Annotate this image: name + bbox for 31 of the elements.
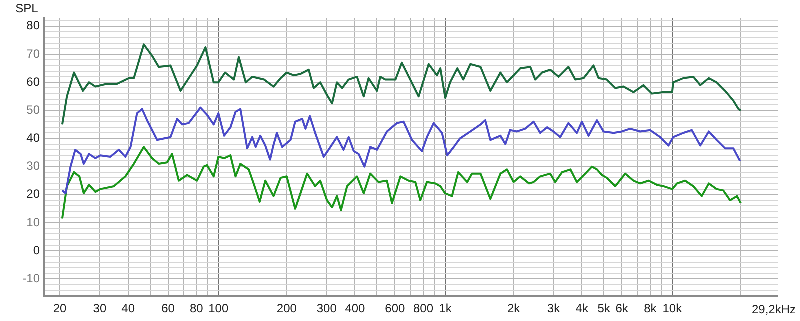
y-tick-label: 70	[26, 46, 40, 61]
x-tick-label: 80	[190, 302, 204, 316]
x-tick-label: 40	[122, 302, 136, 316]
x-tick-label: 30	[93, 302, 107, 316]
x-tick-label: 3k	[547, 302, 562, 316]
y-tick-label: -10	[22, 271, 40, 286]
x-tick-label: 100	[208, 302, 229, 316]
x-tick-label: 8k	[644, 302, 658, 316]
x-tick-label: 1k	[439, 302, 453, 316]
y-axis-title: SPL	[16, 1, 39, 16]
x-tick-label: 4k	[576, 302, 590, 316]
x-tick-label: 300	[316, 302, 338, 316]
x-tick-label: 600	[385, 302, 406, 316]
x-tick-label: 20	[53, 302, 68, 316]
x-tick-label: 5k	[598, 302, 612, 316]
x-tick-label: 2k	[507, 302, 522, 316]
x-axis-title: 29,2kHz	[752, 302, 796, 316]
x-tick-label: 400	[345, 302, 366, 316]
y-tick-label: 30	[26, 159, 40, 174]
y-tick-label: 0	[33, 243, 40, 258]
y-tick-label: 60	[26, 74, 40, 89]
y-tick-label: 20	[26, 187, 40, 202]
x-tick-label: 800	[414, 302, 434, 316]
x-tick-label: 6k	[616, 302, 630, 316]
x-tick-label: 60	[162, 302, 176, 316]
y-tick-label: 80	[26, 18, 40, 33]
x-tick-label: 200	[276, 302, 298, 316]
y-tick-label: 40	[26, 131, 40, 146]
y-tick-label: 50	[26, 102, 40, 117]
x-tick-label: 10k	[662, 302, 684, 316]
y-tick-label: 10	[26, 215, 40, 230]
